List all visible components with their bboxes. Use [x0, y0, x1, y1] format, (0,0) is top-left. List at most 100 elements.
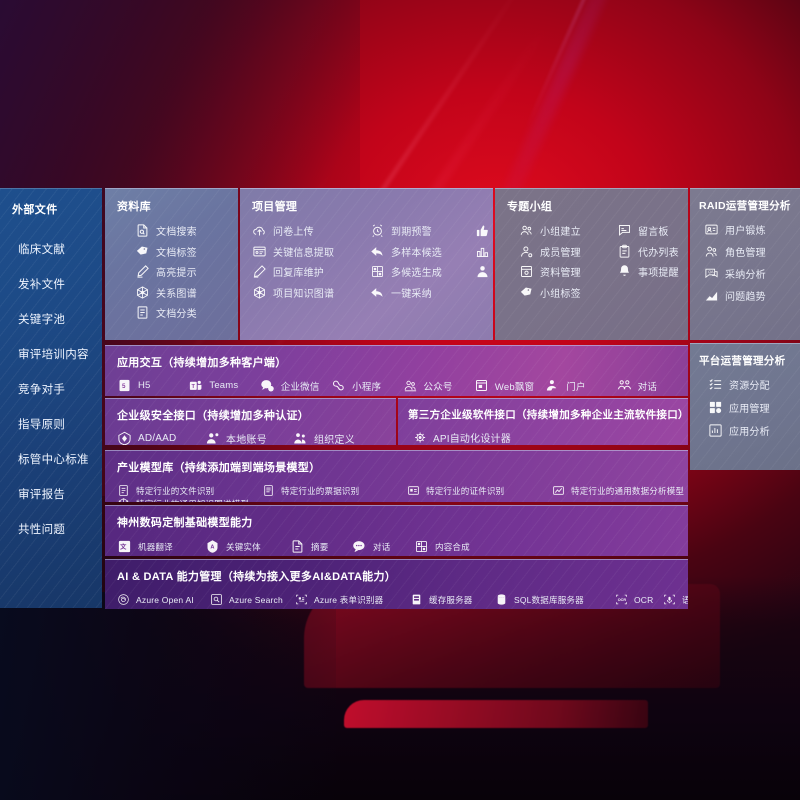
appinter-item-teams[interactable]: T Teams — [188, 378, 259, 393]
project-item-internal-expert-ranking[interactable]: 内部专家排名 — [475, 244, 493, 259]
label: 用户锻炼 — [725, 226, 766, 237]
sidebar-item-standards-center[interactable]: 标管中心标准 — [18, 453, 89, 466]
label: Azure Open AI — [136, 594, 194, 605]
panel-dcits-grid: 文 机器翻译 A 关键实体 摘要 对话 内容合成 — [117, 539, 688, 554]
dcits-item-dialog[interactable]: 对话 — [352, 539, 414, 554]
library-item-document-category[interactable]: 文档分类 — [135, 305, 238, 320]
panel-security-title: 企业级安全接口（持续增加多种认证） — [117, 410, 310, 422]
label: 机器翻译 — [138, 541, 173, 552]
appinter-item-miniprogram[interactable]: 小程序 — [331, 378, 402, 393]
aidata-item-azure-openai[interactable]: Azure Open AI — [117, 593, 210, 606]
thirdparty-item-api-designer[interactable]: API自动化设计器 — [412, 430, 688, 445]
raid-item-issue-trend[interactable]: 问题趋势 — [704, 288, 800, 303]
label: 小程序 — [352, 381, 382, 393]
dcits-item-content-composition[interactable]: 内容合成 — [414, 539, 688, 554]
label: 公众号 — [423, 381, 453, 393]
group-item-todo-list[interactable]: 代办列表 — [617, 244, 688, 259]
svg-text:A: A — [210, 544, 214, 550]
appinter-item-portal[interactable]: 门户 — [545, 378, 616, 393]
ranking-icon — [475, 244, 490, 259]
project-item-key-info-extract[interactable]: 关键信息提取 — [252, 244, 370, 259]
industry-item-data-analysis-model[interactable]: 特定行业的通用数据分析模型 — [552, 484, 688, 497]
person-portrait-icon — [475, 264, 490, 279]
platform-item-app-analytics[interactable]: 应用分析 — [708, 423, 800, 438]
knowledge-graph-icon — [252, 285, 267, 300]
library-item-relation-graph[interactable]: 关系图谱 — [135, 285, 238, 300]
extract-icon — [252, 244, 267, 259]
dcits-item-key-entity[interactable]: A 关键实体 — [205, 539, 290, 554]
group-item-material-management[interactable]: 资料管理 — [519, 264, 617, 279]
project-item-questionnaire-upload[interactable]: 问卷上传 — [252, 223, 370, 238]
aidata-item-sql-database[interactable]: SQL数据库服务器 — [495, 593, 615, 606]
aidata-item-speech-understanding[interactable]: 语音理解 — [663, 593, 688, 606]
library-item-document-search[interactable]: 文档搜索 — [135, 223, 238, 238]
label: 采纳分析 — [725, 270, 766, 281]
panel-library: 资料库 文档搜索 文档标签 高亮提示 关系图谱 文档分类 — [105, 188, 238, 340]
sidebar-item-competitors[interactable]: 竞争对手 — [18, 383, 66, 396]
platform-item-resource-allocation[interactable]: 资源分配 — [708, 377, 800, 392]
project-item-multi-candidate-generate[interactable]: 多候选生成 — [370, 264, 475, 279]
platform-item-app-management[interactable]: 应用管理 — [708, 400, 800, 415]
raid-item-role-management[interactable]: 角色管理 — [704, 244, 800, 259]
raid-item-user-training[interactable]: 用户锻炼 — [704, 222, 800, 237]
appinter-item-dialog[interactable]: 对话 — [617, 378, 688, 393]
library-item-document-tag[interactable]: 文档标签 — [135, 244, 238, 259]
sidebar-item-common-issues[interactable]: 共性问题 — [18, 523, 66, 536]
group-item-create-group[interactable]: 小组建立 — [519, 223, 617, 238]
panel-appinter-title: 应用交互（持续增加多种客户端） — [117, 357, 287, 369]
label: OCR — [634, 594, 654, 605]
library-item-highlight[interactable]: 高亮提示 — [135, 264, 238, 279]
sidebar-item-review-report[interactable]: 审评报告 — [18, 488, 66, 501]
project-item-one-click-adopt[interactable]: 一键采纳 — [370, 285, 475, 300]
project-item-multi-sample-candidate[interactable]: 多样本候选 — [370, 244, 475, 259]
dcits-item-machine-translation[interactable]: 文 机器翻译 — [117, 539, 205, 554]
group-item-group-tag[interactable]: 小组标签 — [519, 285, 617, 300]
label: 特定行业的文件识别 — [136, 485, 215, 496]
group-item-event-reminder[interactable]: 事项提醒 — [617, 264, 688, 279]
security-item-org-definition[interactable]: 组织定义 — [293, 431, 396, 445]
knowledge-graph-icon — [117, 497, 130, 502]
project-item-reply-library[interactable]: 回复库维护 — [252, 264, 370, 279]
aidata-item-cache-server[interactable]: 缓存服务器 — [410, 593, 495, 606]
group-item-member-management[interactable]: 成员管理 — [519, 244, 617, 259]
appinter-item-web-window[interactable]: Web飘窗 — [474, 378, 545, 393]
wecom-icon — [260, 378, 275, 393]
sidebar-item-list: 临床文献 发补文件 关键字池 审评培训内容 竞争对手 指导原则 标管中心标准 审… — [0, 231, 102, 546]
project-item-reviewer-profile[interactable]: 评审员画像 — [475, 264, 493, 279]
panel-app-interaction: 应用交互（持续增加多种客户端） 5 H5 T Teams 企业微信 小程序 公众… — [105, 345, 688, 396]
aidata-item-form-recognizer[interactable]: Azure 表单识别器 — [295, 593, 410, 606]
security-item-local-account[interactable]: 本地账号 — [205, 431, 293, 445]
receipt-recognize-icon — [262, 484, 275, 497]
sidebar-item-supplement-files[interactable]: 发补文件 — [18, 278, 66, 291]
group-item-message-board[interactable]: 留言板 — [617, 223, 688, 238]
portal-icon — [545, 378, 560, 393]
industry-item-receipt-recognition[interactable]: 特定行业的票据识别 — [262, 484, 407, 497]
grid-generate-icon — [370, 264, 385, 279]
project-item-thumbs-up[interactable]: 点赞感谢 — [475, 223, 493, 238]
aidata-item-azure-search[interactable]: Azure Search — [210, 593, 295, 606]
security-item-ad-aad[interactable]: AD/AAD — [117, 431, 205, 445]
document-search-icon — [135, 223, 150, 238]
appinter-item-h5[interactable]: 5 H5 — [117, 378, 188, 393]
panel-industry-grid: 特定行业的文件识别 特定行业的票据识别 特定行业的证件识别 特定行业的通用数据分… — [117, 484, 688, 502]
panel-industry-title: 产业模型库（持续添加端到端场景模型） — [117, 462, 321, 474]
aidata-item-ocr[interactable]: OCR OCR — [615, 593, 663, 606]
industry-item-file-recognition[interactable]: 特定行业的文件识别 — [117, 484, 262, 497]
sidebar-item-keyword-pool[interactable]: 关键字池 — [18, 313, 66, 326]
dcits-item-summary[interactable]: 摘要 — [290, 539, 352, 554]
label: Azure 表单识别器 — [314, 594, 384, 605]
industry-item-id-recognition[interactable]: 特定行业的证件识别 — [407, 484, 552, 497]
project-item-expiry-alert[interactable]: 到期预警 — [370, 223, 475, 238]
form-recognizer-icon — [295, 593, 308, 606]
panel-dcits-base-model: 神州数码定制基础模型能力 文 机器翻译 A 关键实体 摘要 对话 内容合成 — [105, 505, 688, 556]
file-recognize-icon — [117, 484, 130, 497]
app-analytics-icon — [708, 423, 723, 438]
sidebar-item-clinical-literature[interactable]: 临床文献 — [18, 243, 66, 256]
appinter-item-wecom[interactable]: 企业微信 — [260, 378, 331, 393]
raid-item-adoption-analysis[interactable]: QA 采纳分析 — [704, 266, 800, 281]
sidebar-item-review-training[interactable]: 审评培训内容 — [18, 348, 89, 361]
appinter-item-official-account[interactable]: 公众号 — [403, 378, 474, 393]
sidebar-item-guidelines[interactable]: 指导原则 — [18, 418, 66, 431]
industry-item-knowledge-graph-model[interactable]: 特定行业的通用知识图谱模型 — [117, 497, 262, 502]
project-item-project-knowledge-graph[interactable]: 项目知识图谱 — [252, 285, 370, 300]
